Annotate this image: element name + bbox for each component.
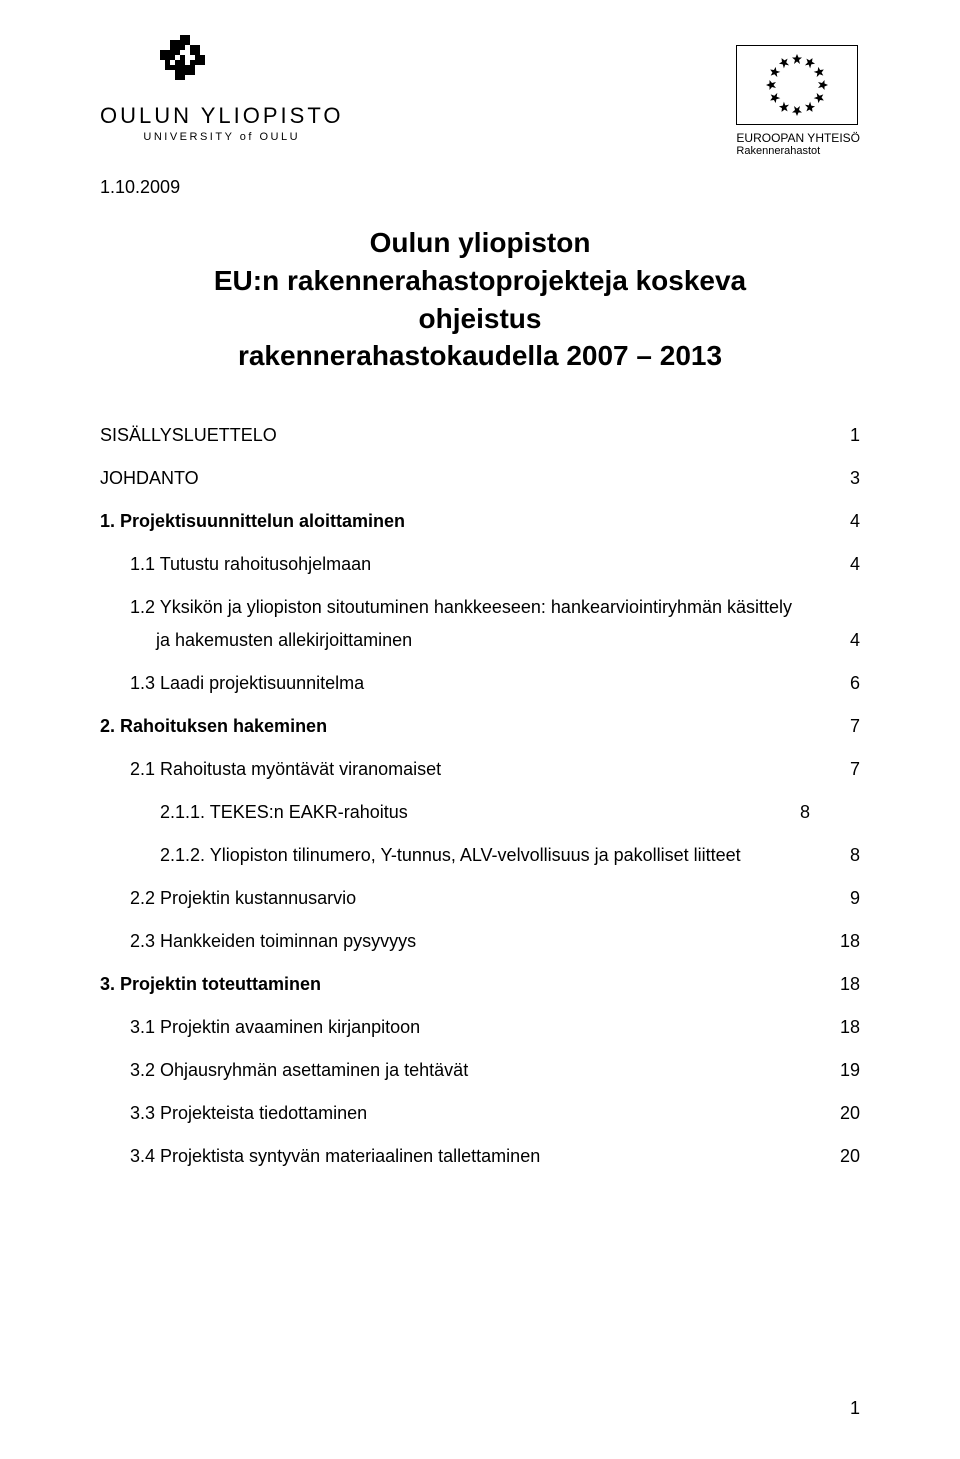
toc-row: JOHDANTO 3 <box>100 468 860 489</box>
toc-label: ja hakemusten allekirjoittaminen <box>156 630 412 651</box>
toc-page: 18 <box>840 974 860 995</box>
header-row: OULUN YLIOPISTO UNIVERSITY of OULU <box>100 30 860 157</box>
toc-row: 1.2 Yksikön ja yliopiston sitoutuminen h… <box>100 597 860 618</box>
toc-label: 2.1.2. Yliopiston tilinumero, Y-tunnus, … <box>160 845 741 866</box>
toc-row: 3.4 Projektista syntyvän materiaalinen t… <box>100 1146 860 1167</box>
toc-row: SISÄLLYSLUETTELO 1 <box>100 425 860 446</box>
toc-label: 2.1.1. TEKES:n EAKR-rahoitus <box>160 802 408 823</box>
toc-label: 1.3 Laadi projektisuunnitelma <box>130 673 364 694</box>
toc-label: SISÄLLYSLUETTELO <box>100 425 277 446</box>
toc-page: 9 <box>850 888 860 909</box>
toc-row: 1. Projektisuunnittelun aloittaminen 4 <box>100 511 860 532</box>
toc-page: 6 <box>850 673 860 694</box>
toc-page: 1 <box>850 425 860 446</box>
toc-row: 1.3 Laadi projektisuunnitelma 6 <box>100 673 860 694</box>
logo-subtitle: UNIVERSITY of OULU <box>100 131 343 143</box>
toc-page: 8 <box>800 802 810 823</box>
eu-flag-icon <box>736 45 858 125</box>
toc-row: 2.2 Projektin kustannusarvio 9 <box>100 888 860 909</box>
toc-label: 2. Rahoituksen hakeminen <box>100 716 327 737</box>
toc-page: 3 <box>850 468 860 489</box>
university-logo-icon <box>155 30 210 85</box>
toc-page: 19 <box>840 1060 860 1081</box>
university-logo-block: OULUN YLIOPISTO UNIVERSITY of OULU <box>100 30 343 143</box>
toc-label: 2.1 Rahoitusta myöntävät viranomaiset <box>130 759 441 780</box>
toc-row: 2. Rahoituksen hakeminen 7 <box>100 716 860 737</box>
toc-label: 1.1 Tutustu rahoitusohjelmaan <box>130 554 371 575</box>
toc-label: 3.1 Projektin avaaminen kirjanpitoon <box>130 1017 420 1038</box>
toc-page: 4 <box>850 630 860 651</box>
toc-label: 3.4 Projektista syntyvän materiaalinen t… <box>130 1146 540 1167</box>
toc-label: 3.2 Ohjausryhmän asettaminen ja tehtävät <box>130 1060 468 1081</box>
toc-page: 20 <box>840 1146 860 1167</box>
toc-row: 1.1 Tutustu rahoitusohjelmaan 4 <box>100 554 860 575</box>
toc-row: 3.1 Projektin avaaminen kirjanpitoon 18 <box>100 1017 860 1038</box>
logo-title: OULUN YLIOPISTO <box>100 103 343 129</box>
toc-page: 18 <box>840 931 860 952</box>
toc-label: 2.2 Projektin kustannusarvio <box>130 888 356 909</box>
toc-page: 4 <box>850 554 860 575</box>
title-line-1: Oulun yliopiston <box>370 227 591 258</box>
eu-label-1: EUROOPAN YHTEISÖ <box>736 131 860 145</box>
toc-row: 2.3 Hankkeiden toiminnan pysyvyys 18 <box>100 931 860 952</box>
toc-label: 1.2 Yksikön ja yliopiston sitoutuminen h… <box>130 597 792 618</box>
title-line-2: EU:n rakennerahastoprojekteja koskeva <box>214 265 746 296</box>
toc-label: 3. Projektin toteuttaminen <box>100 974 321 995</box>
eu-block: EUROOPAN YHTEISÖ Rakennerahastot <box>736 45 860 157</box>
toc-page: 18 <box>840 1017 860 1038</box>
toc-label: 3.3 Projekteista tiedottaminen <box>130 1103 367 1124</box>
document-title: Oulun yliopiston EU:n rakennerahastoproj… <box>100 224 860 375</box>
toc-label: 1. Projektisuunnittelun aloittaminen <box>100 511 405 532</box>
toc-page: 8 <box>850 845 860 866</box>
toc-label: 2.3 Hankkeiden toiminnan pysyvyys <box>130 931 416 952</box>
toc-page: 20 <box>840 1103 860 1124</box>
toc-row: 2.1.2. Yliopiston tilinumero, Y-tunnus, … <box>100 845 860 866</box>
title-line-3: ohjeistus <box>419 303 542 334</box>
toc-page: 7 <box>850 716 860 737</box>
toc-row: 3.3 Projekteista tiedottaminen 20 <box>100 1103 860 1124</box>
table-of-contents: SISÄLLYSLUETTELO 1 JOHDANTO 3 1. Projektisuu… <box>100 425 860 1167</box>
page-number: 1 <box>850 1398 860 1419</box>
toc-row: 3. Projektin toteuttaminen 18 <box>100 974 860 995</box>
toc-label: JOHDANTO <box>100 468 199 489</box>
eu-label-2: Rakennerahastot <box>736 145 860 157</box>
toc-row: 2.1 Rahoitusta myöntävät viranomaiset 7 <box>100 759 860 780</box>
toc-row-continuation: ja hakemusten allekirjoittaminen 4 <box>100 630 860 651</box>
document-date: 1.10.2009 <box>100 177 860 198</box>
title-line-4: rakennerahastokaudella 2007 – 2013 <box>238 340 722 371</box>
toc-page: 4 <box>850 511 860 532</box>
toc-row: 2.1.1. TEKES:n EAKR-rahoitus 8 <box>100 802 860 823</box>
document-page: OULUN YLIOPISTO UNIVERSITY of OULU <box>0 0 960 1459</box>
toc-row: 3.2 Ohjausryhmän asettaminen ja tehtävät… <box>100 1060 860 1081</box>
toc-page: 7 <box>850 759 860 780</box>
